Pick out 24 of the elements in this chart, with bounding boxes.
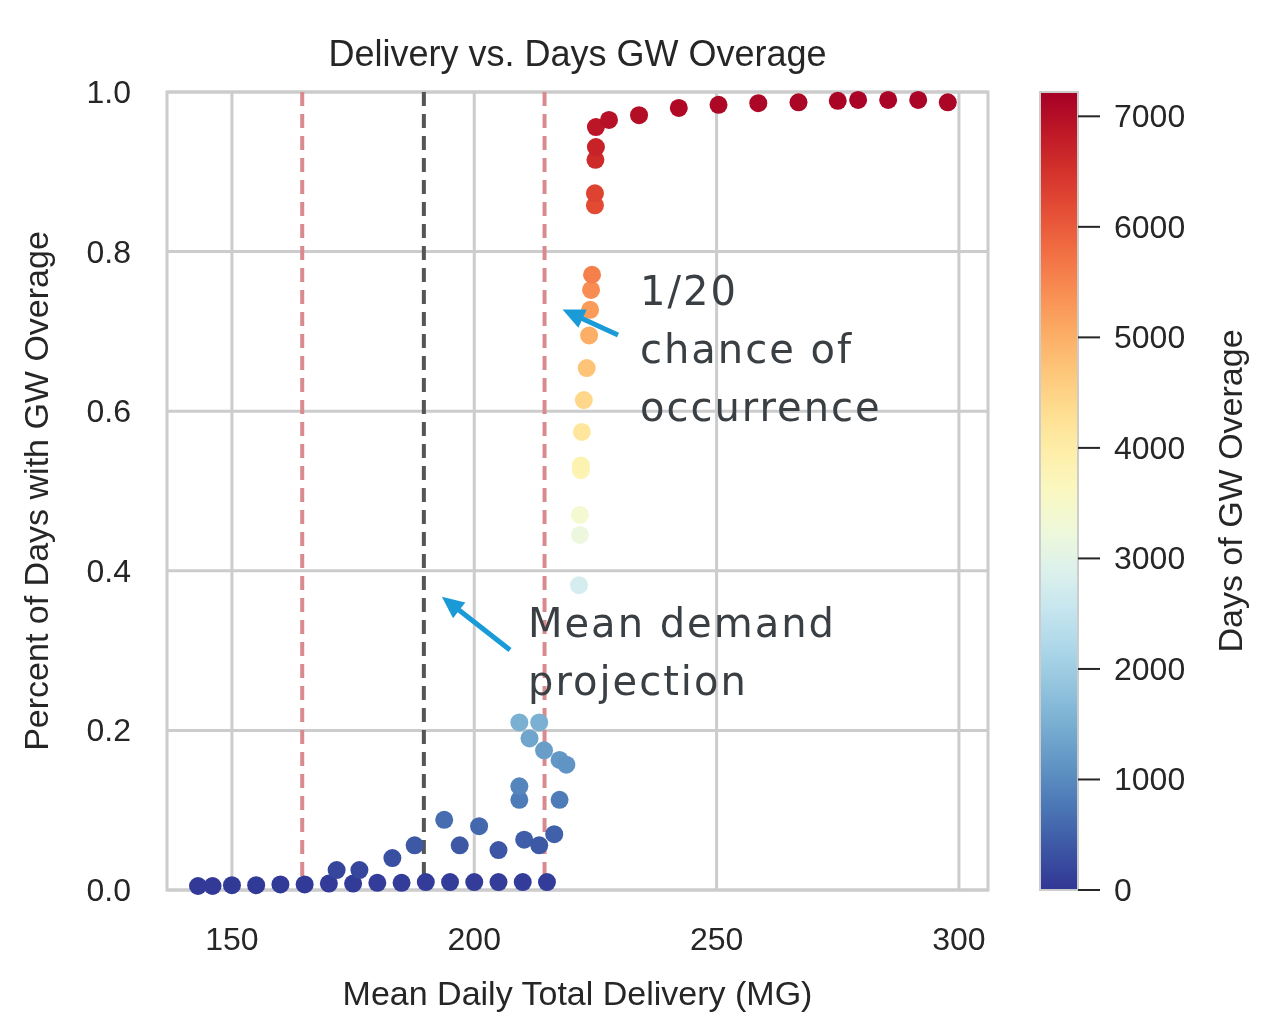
color-bar-label: 1000 [1114, 761, 1186, 798]
y-axis-title: Percent of Days with GW Overage [17, 231, 55, 751]
y-tick-label: 0.0 [86, 872, 131, 908]
chart-title: Delivery vs. Days GW Overage [328, 33, 827, 74]
x-tick-label: 150 [205, 921, 259, 957]
annotation: Mean demand projection [528, 600, 836, 704]
color-bar-label: 4000 [1114, 429, 1186, 466]
color-bar-label: 5000 [1114, 319, 1186, 356]
color-bar-title: Days of GW Overage [1211, 329, 1249, 653]
color-bar-label: 2000 [1114, 650, 1186, 687]
y-tick-label: 0.6 [86, 393, 131, 430]
x-axis-title: Mean Daily Total Delivery (MG) [342, 974, 813, 1012]
annotation: 1/20 chance of occurrence [640, 268, 882, 430]
y-tick-label: 1.0 [86, 74, 131, 110]
y-tick-label: 0.2 [86, 712, 131, 749]
color-bar-label: 0 [1114, 872, 1132, 908]
x-tick-label: 200 [447, 921, 501, 957]
color-bar-label: 7000 [1114, 98, 1186, 135]
y-tick-label: 0.8 [86, 233, 131, 270]
color-bar-label: 6000 [1114, 208, 1186, 245]
color-bar-label: 3000 [1114, 540, 1186, 577]
y-tick-label: 0.4 [86, 552, 131, 589]
x-tick-label: 300 [932, 921, 986, 957]
x-tick-label: 250 [689, 921, 744, 957]
